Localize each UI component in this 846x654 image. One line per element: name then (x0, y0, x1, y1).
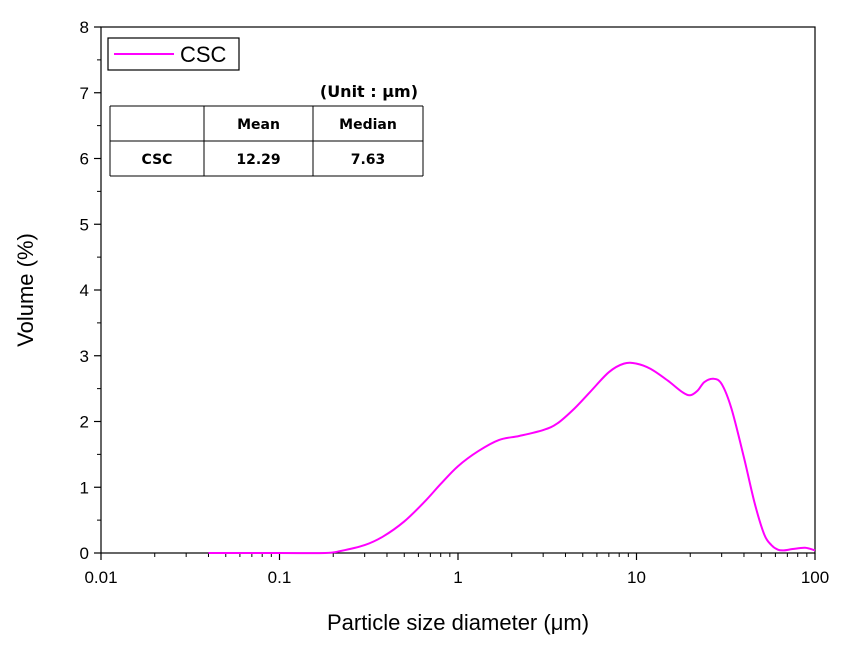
table-cell-median: 7.63 (351, 152, 386, 168)
y-tick-label: 5 (80, 215, 89, 234)
y-tick-label: 1 (80, 478, 89, 497)
stats-table: (Unit : μm) Mean Median CSC 12.29 7.63 (109, 82, 424, 177)
x-axis-title: Particle size diameter (μm) (327, 610, 589, 635)
table-cell-mean: 12.29 (236, 152, 280, 168)
y-tick-label: 8 (80, 18, 89, 37)
legend-label-csc: CSC (180, 42, 227, 67)
x-tick-label: 10 (627, 568, 646, 587)
y-tick-label: 2 (80, 413, 89, 432)
table-header-mean: Mean (237, 117, 280, 133)
y-tick-label: 3 (80, 347, 89, 366)
x-tick-label: 0.01 (84, 568, 117, 587)
y-tick-label: 6 (80, 150, 89, 169)
x-tick-label: 100 (801, 568, 829, 587)
series-line-csc (208, 361, 816, 555)
x-tick-label: 0.1 (268, 568, 292, 587)
table-header-median: Median (339, 117, 397, 133)
table-cell-sample: CSC (142, 152, 173, 168)
y-tick-label: 7 (80, 84, 89, 103)
x-tick-label: 1 (453, 568, 462, 587)
table-unit-label: (Unit : μm) (320, 82, 418, 101)
y-axis-title: Volume (%) (13, 233, 38, 347)
legend: CSC (107, 37, 240, 71)
y-tick-label: 4 (80, 281, 89, 300)
y-tick-label: 0 (80, 544, 89, 563)
